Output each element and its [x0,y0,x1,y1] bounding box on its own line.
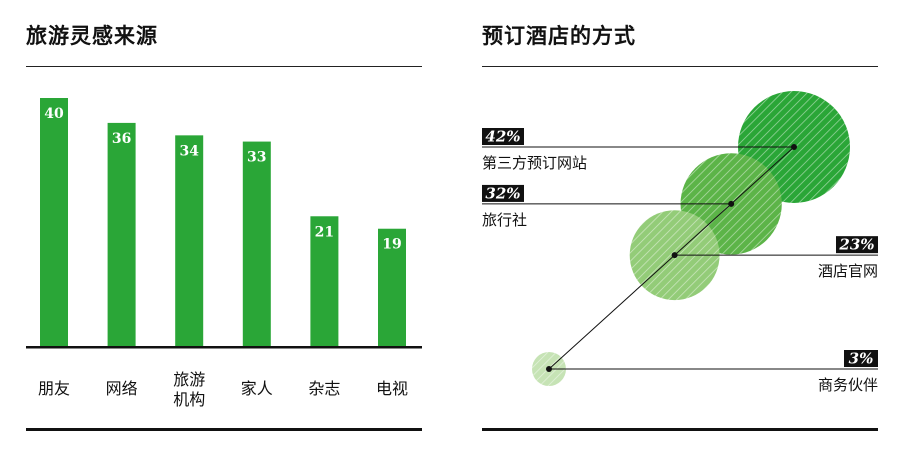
bar [107,122,136,348]
bar [40,98,68,347]
percent-value: 23% [838,236,874,254]
bar-value-label: 36 [112,131,131,147]
bar-value-label: 19 [382,237,401,253]
bubble-center-dot [728,200,735,207]
bar [175,135,204,347]
right-bottom-rule [482,428,878,431]
bar-value-label: 40 [44,106,64,122]
bar [310,216,339,347]
category-label: 家人 [241,379,273,398]
bar [378,228,406,347]
bubble-chart: 42% 第三方预订网站 32% 旅行社 23% 酒店官网 3% 商务伙伴 [482,91,878,394]
trend-line [548,146,795,370]
category-label: 杂志 [308,379,340,398]
left-panel-title: 旅游灵感来源 [26,24,158,48]
percent-value: 3% [849,350,874,368]
percent-badge [482,184,524,202]
percent-badge [836,236,878,254]
category-label: 朋友 [38,379,70,398]
bar-value-label: 34 [179,143,199,159]
bar-value-label: 21 [315,224,334,240]
percent-value: 42% [485,128,520,146]
bubble-center-dot [671,252,678,259]
percent-value: 32% [485,184,520,202]
percent-badge [482,128,524,145]
category-label: 机构 [173,390,205,409]
bubble-center-dot [546,366,552,372]
left-top-rule [26,66,422,67]
bubble-label: 商务伙伴 [818,376,878,394]
bubble-label: 旅行社 [482,211,527,229]
category-label: 电视 [376,379,408,398]
right-panel-title: 预订酒店的方式 [482,24,636,48]
left-bottom-rule [26,428,422,431]
category-label: 旅游 [173,370,205,389]
right-top-rule [482,66,878,67]
bubble-center-dot [791,144,797,150]
bar-value-label: 33 [247,150,266,166]
bar [242,141,271,347]
percent-badge [844,350,878,367]
bar-baseline [26,346,422,349]
category-label: 网络 [106,379,138,398]
bubble-label: 第三方预订网站 [482,154,587,172]
bubble-label: 酒店官网 [818,262,878,280]
